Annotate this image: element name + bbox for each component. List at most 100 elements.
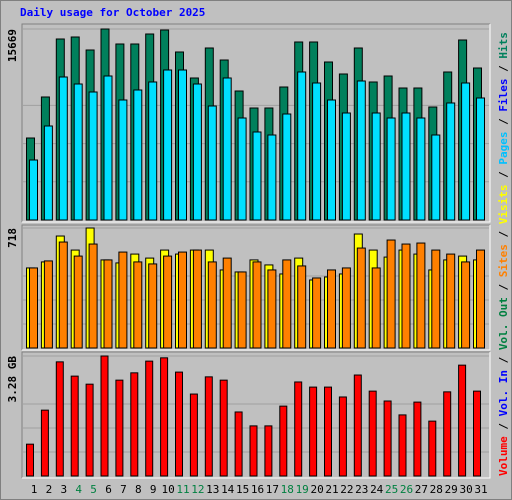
legend-entry: Pages	[497, 132, 510, 165]
legend-separator: /	[497, 59, 510, 79]
bar	[476, 97, 485, 221]
y-tick-label: 15669	[6, 29, 19, 62]
x-tick-label: 6	[105, 483, 112, 496]
x-tick-label: 23	[355, 483, 368, 496]
bar	[431, 249, 441, 349]
legend-separator: /	[497, 416, 510, 436]
bar	[163, 255, 173, 349]
bar	[73, 83, 83, 221]
bar	[118, 99, 128, 221]
panel-bevel	[21, 224, 490, 350]
bar	[413, 401, 422, 477]
x-tick-label: 15	[236, 483, 249, 496]
bar	[264, 425, 273, 477]
x-tick-label: 30	[459, 483, 472, 496]
legend-separator: /	[497, 277, 510, 297]
bar	[85, 383, 94, 477]
panel-bevel	[22, 24, 491, 223]
bar	[297, 265, 307, 349]
x-tick-label: 3	[60, 483, 67, 496]
bar	[341, 267, 351, 349]
bar	[252, 131, 262, 221]
bar	[294, 381, 303, 477]
legend-separator: /	[497, 350, 510, 370]
x-tick-label: 17	[266, 483, 279, 496]
bar	[327, 99, 336, 221]
bar	[428, 420, 437, 477]
bar	[267, 134, 277, 221]
bar	[386, 117, 396, 221]
bar	[458, 364, 467, 477]
x-tick-label: 27	[415, 483, 428, 496]
panel-bevel	[22, 352, 491, 479]
bar	[309, 386, 318, 477]
x-tick-label: 21	[325, 483, 338, 496]
bar	[473, 390, 481, 477]
bar	[431, 134, 441, 221]
x-tick-label: 7	[120, 483, 127, 496]
bar	[115, 379, 124, 477]
bar	[207, 261, 217, 349]
y-tick-label: 3.28 GB	[6, 356, 19, 403]
bar	[100, 355, 109, 477]
bar	[178, 251, 187, 349]
x-tick-label: 12	[191, 483, 204, 496]
x-tick-label: 25	[385, 483, 398, 496]
bar	[222, 257, 232, 349]
bar	[446, 253, 456, 349]
x-tick-label: 20	[310, 483, 323, 496]
bar	[237, 117, 247, 221]
bar	[58, 241, 68, 349]
bar	[353, 374, 362, 477]
bar	[371, 112, 381, 221]
bar	[192, 249, 202, 349]
bar	[401, 112, 411, 221]
x-tick-label: 5	[90, 483, 97, 496]
x-tick-label: 8	[135, 483, 142, 496]
x-tick-label: 19	[296, 483, 309, 496]
bar	[133, 261, 143, 349]
panel-bevel	[22, 225, 491, 351]
bar	[163, 69, 173, 221]
panel-bevel	[21, 351, 490, 478]
bar	[130, 372, 139, 477]
legend-entry: Vol. Out	[497, 297, 510, 350]
x-tick-label: 10	[161, 483, 174, 496]
x-tick-label: 14	[221, 483, 235, 496]
bar	[148, 263, 158, 349]
bar	[219, 379, 228, 477]
bar	[133, 89, 143, 221]
bar	[282, 113, 292, 221]
legend-entry: Volume	[497, 436, 510, 476]
bar	[282, 259, 292, 349]
legend-separator: /	[497, 224, 510, 244]
bar	[29, 267, 38, 349]
bar	[341, 112, 351, 221]
bar	[338, 396, 347, 477]
bar	[222, 77, 232, 221]
x-tick-label: 24	[370, 483, 384, 496]
bar	[88, 91, 98, 221]
bar	[398, 414, 407, 477]
bar	[249, 425, 258, 477]
x-tick-label: 11	[176, 483, 189, 496]
bar	[204, 376, 213, 477]
bar	[327, 269, 336, 349]
bar	[118, 251, 128, 349]
bar	[368, 390, 377, 477]
bar	[192, 83, 202, 221]
x-tick-label: 4	[75, 483, 82, 496]
bar	[160, 357, 169, 477]
bar	[234, 411, 243, 477]
bar	[189, 393, 198, 477]
x-tick-label: 26	[400, 483, 413, 496]
bar	[58, 76, 68, 221]
bar	[443, 391, 452, 477]
bar	[88, 243, 98, 349]
bar	[103, 75, 113, 221]
chart-title: Daily usage for October 2025	[20, 6, 205, 19]
legend-separator: /	[497, 165, 510, 185]
bar	[297, 71, 307, 221]
